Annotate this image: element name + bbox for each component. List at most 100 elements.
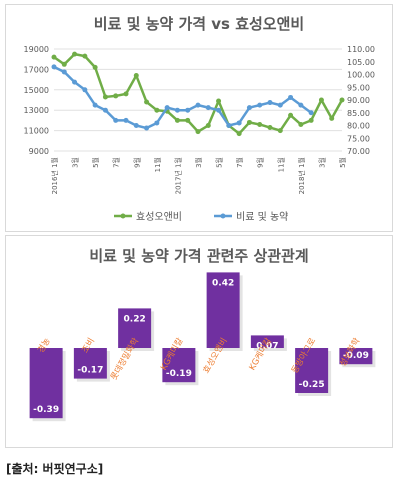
x-tick-label: 5월 [91,157,100,168]
data-point [133,73,139,79]
x-tick-label: 2016년 1월 [50,157,59,194]
x-tick-label: 2017년 1월 [173,157,182,194]
data-point [133,123,139,128]
data-point [277,128,283,134]
data-point [236,120,242,126]
y-right-tick-label: 85.00 [347,109,370,118]
data-point [123,91,129,97]
y-left-tick-label: 9000 [29,147,49,156]
bar-value-label: -0.09 [343,351,369,361]
y-right-tick-label: 70.00 [347,147,370,156]
bar-value-label: -0.19 [166,369,192,379]
data-point [51,54,57,60]
bar [73,348,107,379]
data-point [174,117,180,123]
bar [295,348,329,393]
data-point [298,121,304,127]
data-point [308,110,314,116]
bar-value-label: -0.25 [299,380,325,390]
y-right-tick-label: 110.00 [347,45,375,54]
line-chart-panel: 비료 및 농약 가격 vs 효성오앤비 9000 11000 13000 15000 1… [5,4,393,232]
data-point [123,117,129,123]
bar [206,272,240,348]
data-point [267,100,273,106]
y-right-tick-label: 105.00 [347,58,375,67]
line-chart: 9000 11000 13000 15000 17000 19000 70.00 75.00 8… [24,45,375,223]
source-note: [출처: 버핏연구소] [6,462,104,476]
y-left-tick-label: 13000 [24,106,49,115]
data-point [267,125,273,131]
data-point [113,117,119,123]
x-tick-label: 3월 [317,157,326,168]
data-point [257,102,263,108]
data-point [92,102,98,108]
bar [250,335,284,348]
bar-value-label: 0.22 [124,314,146,324]
bar [339,348,373,365]
data-point [205,105,211,111]
x-tick-label: 3월 [71,157,80,168]
y-right-tick-label: 100.00 [347,71,375,80]
y-left-tick-label: 15000 [24,86,49,95]
data-point [288,112,294,118]
data-point [82,53,88,59]
data-point [51,64,57,70]
data-point [318,97,324,103]
data-point [277,102,283,108]
data-point [113,93,119,99]
bar-chart-panel: 비료 및 농약 가격 관련주 상관관계 -0.39 경농 -0.17 조비 0.22 롯데… [5,235,393,448]
y-left-tick-label: 19000 [24,45,49,54]
x-tick-label: 5월 [338,157,347,168]
data-point [154,120,160,126]
data-point [195,129,201,135]
data-point [257,121,263,127]
data-point [246,105,252,111]
data-point [308,117,314,123]
x-tick-label: 11월 [276,157,285,172]
y-right-tick-label: 75.00 [347,134,370,143]
bar-value-label: -0.17 [77,366,103,376]
y-right-tick-label: 90.00 [347,96,370,105]
y-left-tick-label: 11000 [24,127,49,136]
data-point [339,97,345,103]
data-point [61,61,67,67]
bar-value-label: 0.07 [256,341,278,351]
x-tick-label: 9월 [132,157,141,168]
bar [118,308,152,348]
data-point [82,87,88,93]
bar-value-label: 0.42 [212,278,234,288]
data-point [236,131,242,137]
y-left-tick-label: 17000 [24,65,49,74]
x-tick-label: 5월 [215,157,224,168]
bar [29,348,63,419]
data-point [195,102,201,108]
legend-label: 효성오앤비 [136,211,182,223]
data-point [72,79,78,85]
y-right-tick-label: 95.00 [347,83,370,92]
data-point [185,117,191,123]
x-tick-label: 3월 [194,157,203,168]
data-point [61,69,67,75]
data-point [246,119,252,125]
data-point [288,94,294,100]
data-point [185,107,191,113]
bar-value-label: -0.39 [33,405,59,415]
data-point [164,105,170,111]
line-chart-title: 비료 및 농약 가격 vs 효성오앤비 [93,15,305,33]
data-point [102,94,108,100]
x-tick-label: 2018년 1월 [297,157,306,194]
data-point [72,51,78,57]
data-point [144,99,150,105]
y-right-tick-label: 80.00 [347,122,370,131]
data-point [216,98,222,104]
bar-chart-title: 비료 및 농약 가격 관련주 상관관계 [89,247,309,265]
x-tick-label: 7월 [235,157,244,168]
data-point [154,107,160,113]
data-point [102,107,108,113]
x-tick-label: 9월 [256,157,265,168]
data-point [329,115,335,121]
data-point [92,64,98,70]
data-point [226,123,232,128]
data-point [144,125,150,131]
